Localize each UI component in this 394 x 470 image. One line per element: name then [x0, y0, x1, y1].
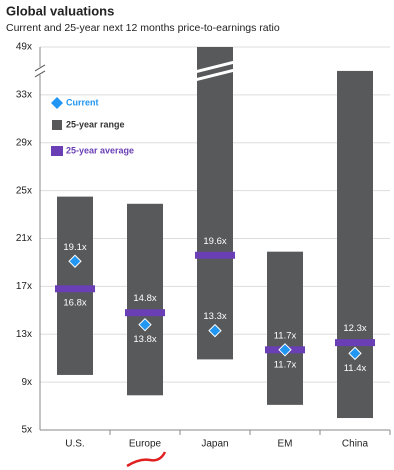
current-marker: [348, 346, 362, 361]
y-tick-label: 49x: [16, 42, 32, 53]
y-tick-label: 9x: [21, 377, 32, 388]
legend-label: 25-year range: [66, 119, 125, 129]
range-bar: [197, 47, 233, 360]
chart-subtitle: Current and 25-year next 12 months price…: [6, 22, 280, 34]
legend-marker: [52, 120, 62, 130]
y-tick-label: 25x: [16, 185, 32, 196]
x-tick-label: Japan: [201, 439, 228, 450]
current-marker: [208, 323, 222, 338]
current-label: 19.1x: [63, 242, 86, 253]
legend-marker: [51, 97, 63, 109]
y-tick-label: 5x: [21, 425, 32, 436]
y-tick-label: 33x: [16, 90, 32, 101]
range-bar: [127, 203, 163, 396]
average-marker: [125, 309, 165, 317]
chart-title: Global valuations: [6, 3, 114, 18]
break-mark: [194, 60, 236, 74]
legend-label: Current: [66, 97, 99, 107]
x-tick-label: Europe: [129, 439, 162, 450]
x-tick-label: U.S.: [65, 439, 84, 450]
break-mark: [34, 70, 46, 78]
x-tick-label: China: [342, 439, 369, 450]
y-tick-label: 21x: [16, 233, 32, 244]
current-label: 13.3x: [203, 311, 226, 322]
average-label: 14.8x: [133, 293, 156, 304]
average-marker: [195, 251, 235, 259]
current-label: 11.7x: [274, 359, 297, 370]
current-marker: [138, 317, 152, 332]
legend-label: 25-year average: [66, 145, 134, 155]
annotation-scribble: [126, 451, 167, 468]
range-bar: [337, 70, 373, 419]
break-mark: [194, 68, 236, 82]
current-label: 11.4x: [344, 363, 367, 374]
average-label: 16.8x: [63, 297, 86, 308]
average-marker: [55, 285, 95, 293]
break-mark: [34, 64, 46, 72]
y-tick-label: 13x: [16, 329, 32, 340]
average-label: 19.6x: [203, 236, 226, 247]
break-gap: [35, 66, 45, 75]
y-tick-label: 17x: [16, 281, 32, 292]
average-label: 11.7x: [274, 330, 297, 341]
average-label: 12.3x: [343, 323, 366, 334]
current-label: 13.8x: [133, 334, 156, 345]
legend-marker: [51, 146, 63, 156]
range-bar: [267, 251, 303, 405]
current-marker: [68, 254, 82, 268]
average-marker: [335, 339, 375, 347]
y-tick-label: 29x: [16, 137, 32, 148]
x-tick-label: EM: [278, 439, 293, 450]
current-marker: [278, 343, 292, 357]
